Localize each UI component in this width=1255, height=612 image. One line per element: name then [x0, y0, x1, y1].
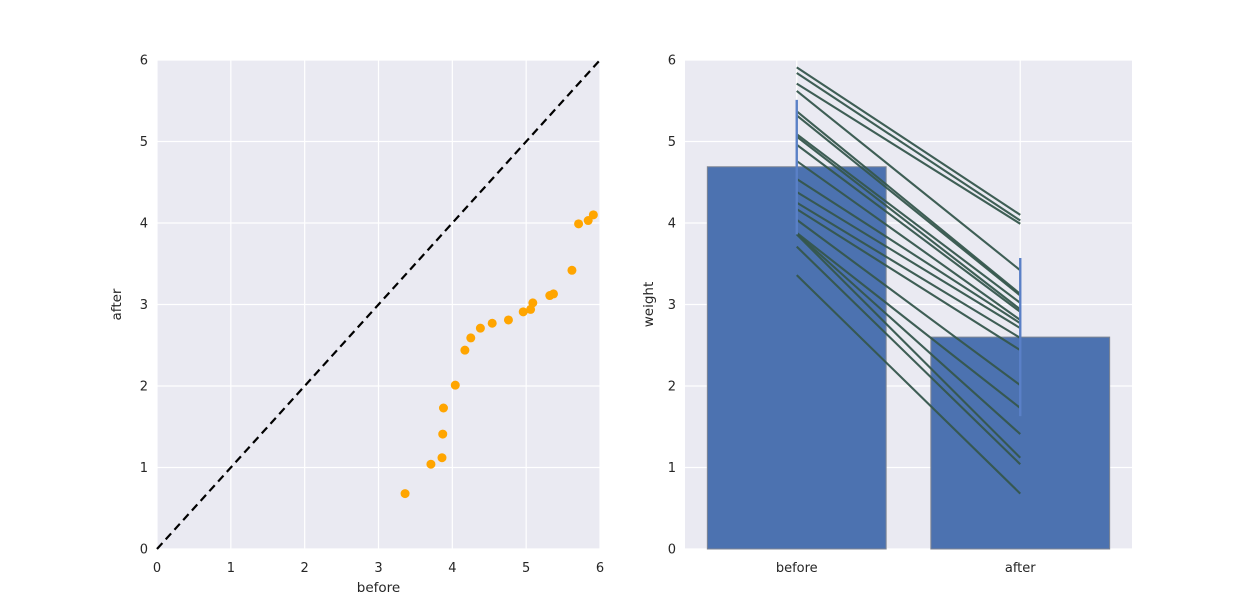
y-tick-label: 1	[668, 461, 676, 476]
y-tick-label: 0	[668, 543, 676, 558]
category-label: before	[776, 561, 818, 576]
scatter-point	[475, 323, 485, 333]
pair-line	[796, 72, 1021, 222]
pair-line	[796, 82, 1021, 225]
scatter-point	[487, 318, 497, 328]
pair-line	[796, 178, 1021, 325]
x-tick-label: 2	[301, 561, 309, 576]
pair-line	[796, 201, 1021, 339]
scatter-point	[466, 333, 476, 343]
scatter-point	[426, 459, 436, 469]
bar-plot: 0 1 2 3 4 5 6 before after weight	[641, 54, 1132, 576]
scatter-point	[460, 345, 470, 355]
pair-line	[796, 143, 1021, 313]
scatter-point	[450, 380, 460, 390]
x-axis-label: before	[357, 580, 400, 596]
y-tick-label: 4	[140, 217, 148, 232]
x-tick-label: 5	[522, 561, 530, 576]
y-tick-label: 2	[668, 380, 676, 395]
pair-line	[796, 160, 1021, 321]
pair-line	[796, 90, 1021, 272]
x-tick-label: 1	[227, 561, 235, 576]
scatter-point	[400, 489, 410, 499]
scatter-point	[437, 453, 447, 463]
scatter-point	[518, 307, 528, 317]
y-tick-label: 3	[140, 298, 148, 313]
scatter-point	[548, 289, 558, 299]
x-tick-label: 3	[374, 561, 382, 576]
pair-line	[796, 110, 1021, 295]
y-tick-label: 4	[668, 217, 676, 232]
pair-line	[796, 191, 1021, 330]
scatter-plot: 0 1 2 3 4 5 6 0 1 2 3 4 5 6 before after	[109, 54, 604, 597]
y-axis-label: after	[109, 288, 125, 320]
y-tick-label: 2	[140, 380, 148, 395]
y-tick-label: 5	[668, 135, 676, 150]
pair-line	[796, 208, 1021, 352]
scatter-point	[567, 265, 577, 275]
y-tick-label: 3	[668, 298, 676, 313]
pair-line	[796, 133, 1021, 304]
scatter-point	[574, 219, 584, 229]
pair-line	[796, 114, 1021, 297]
scatter-point	[438, 403, 448, 413]
pair-line	[796, 233, 1021, 459]
y-tick-label: 1	[140, 461, 148, 476]
scatter-point	[528, 298, 538, 308]
category-label: after	[1005, 561, 1036, 576]
x-tick-label: 6	[596, 561, 604, 576]
y-tick-label: 0	[140, 543, 148, 558]
scatter-point	[438, 429, 448, 439]
pair-line	[796, 66, 1021, 216]
pair-line	[796, 274, 1021, 495]
y-tick-label: 6	[140, 54, 148, 69]
scatter-point	[503, 315, 513, 325]
scatter-point	[583, 216, 593, 226]
x-tick-label: 0	[153, 561, 161, 576]
pair-line	[796, 218, 1021, 387]
pair-line	[796, 245, 1021, 465]
pair-line	[796, 135, 1021, 311]
identity-line	[156, 59, 601, 550]
x-tick-label: 4	[448, 561, 456, 576]
scatter-point	[588, 210, 598, 220]
y-axis-label: weight	[641, 282, 657, 328]
pair-line	[796, 232, 1021, 435]
y-tick-label: 6	[668, 54, 676, 69]
y-tick-label: 5	[140, 135, 148, 150]
pair-line	[796, 231, 1021, 409]
